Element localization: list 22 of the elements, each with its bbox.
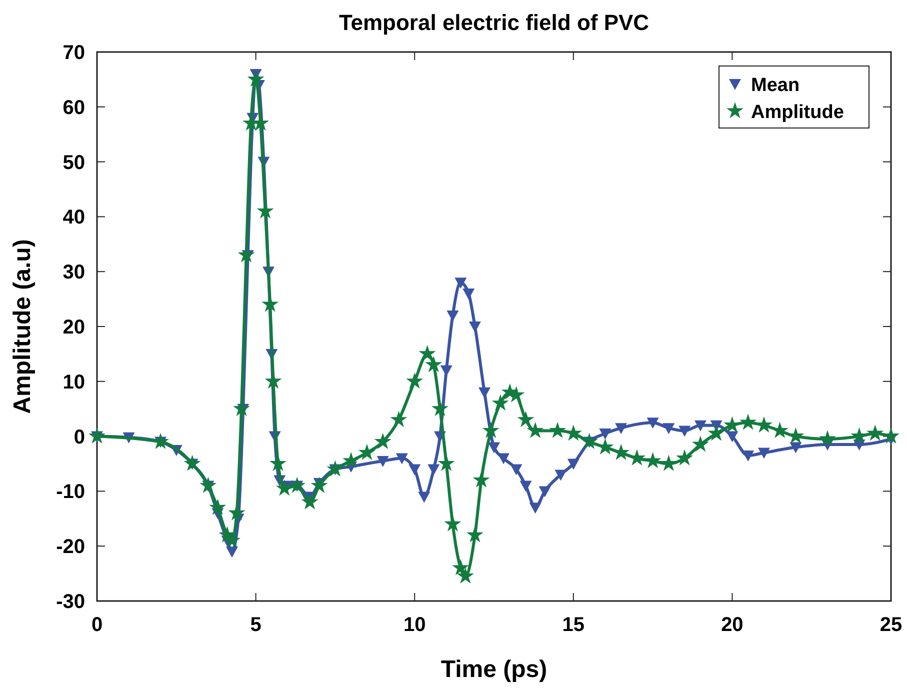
y-tick-label: -30 <box>56 591 85 613</box>
x-tick-label: 25 <box>880 614 902 636</box>
x-tick-label: 0 <box>91 614 103 636</box>
y-tick-label: 40 <box>62 206 85 229</box>
x-tick-label: 5 <box>250 614 262 636</box>
y-tick-label: 30 <box>62 262 85 284</box>
y-tick-label: 70 <box>62 42 85 64</box>
y-tick-label: -20 <box>56 536 85 558</box>
y-axis-title: Amplitude (a.u) <box>9 239 36 414</box>
y-tick-label: 0 <box>74 426 85 448</box>
y-tick-label: 10 <box>62 371 85 394</box>
y-tick-label: -10 <box>56 481 85 504</box>
x-axis-title: Time (ps) <box>440 656 548 683</box>
chart-title: Temporal electric field of PVC <box>338 10 650 35</box>
legend-label: Amplitude <box>751 102 844 123</box>
y-tick-label: 60 <box>62 96 85 119</box>
x-tick-label: 10 <box>403 614 426 636</box>
y-tick-label: 20 <box>62 316 85 338</box>
legend-label: Mean <box>751 75 800 96</box>
y-tick-label: 50 <box>62 152 85 174</box>
x-tick-label: 20 <box>721 614 744 636</box>
x-tick-label: 15 <box>562 614 585 636</box>
